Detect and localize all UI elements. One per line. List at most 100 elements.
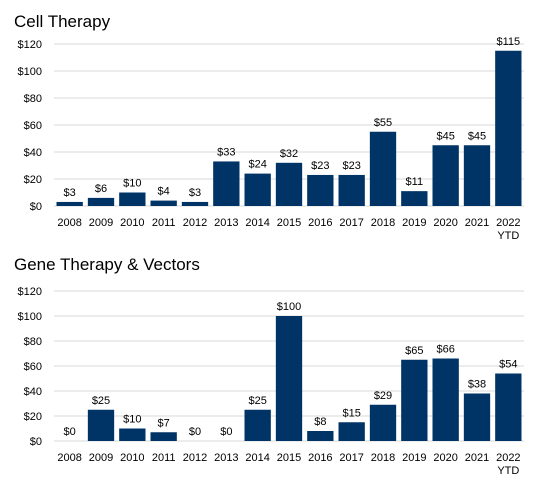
cell-y-tick-label: $80 <box>24 93 42 105</box>
cell-data-label: $45 <box>468 130 486 142</box>
gene-data-label: $65 <box>405 345 423 357</box>
gene-bar <box>275 316 303 441</box>
cell-data-label: $3 <box>64 187 76 199</box>
gene-y-tick-label: $80 <box>24 336 42 348</box>
cell-x-tick-label: YTD <box>497 230 519 240</box>
cell-x-tick-label: 2012 <box>183 217 207 229</box>
gene-y-tick-label: $40 <box>24 386 42 398</box>
cell-data-label: $55 <box>374 117 392 129</box>
cell-bar <box>495 50 522 206</box>
gene-x-tick-label: YTD <box>497 465 519 477</box>
gene-data-label: $100 <box>277 301 301 313</box>
cell-bar <box>401 191 428 206</box>
gene-x-tick-label: 2017 <box>339 452 363 464</box>
gene-x-tick-label: 2019 <box>402 452 426 464</box>
cell-x-tick-label: 2013 <box>214 217 238 229</box>
cell-data-label: $11 <box>406 176 424 188</box>
cell-x-tick-label: 2009 <box>89 217 113 229</box>
cell-bar <box>338 174 365 206</box>
gene-data-label: $0 <box>220 426 232 438</box>
gene-data-label: $38 <box>468 379 486 391</box>
cell-data-label: $23 <box>342 160 360 172</box>
gene-bar <box>150 432 177 441</box>
cell-bar <box>463 145 491 206</box>
gene-data-label: $10 <box>123 414 141 426</box>
cell-data-label: $23 <box>311 160 329 172</box>
cell-bar <box>181 201 209 206</box>
cell-bar <box>432 145 459 206</box>
cell-x-tick-label: 2020 <box>433 217 457 229</box>
gene-data-label: $29 <box>374 390 392 402</box>
gene-therapy-title: Gene Therapy & Vectors <box>14 255 200 274</box>
gene-x-tick-label: 2012 <box>183 452 207 464</box>
gene-bar <box>463 393 491 441</box>
cell-therapy-chart: Cell Therapy $0 $20 $40 $60 $80 $100 $120 $3 200… <box>0 0 539 240</box>
cell-data-label: $6 <box>95 183 107 195</box>
cell-bar <box>119 192 146 206</box>
cell-y-tick-label: $60 <box>24 120 42 132</box>
cell-x-tick-label: 2017 <box>339 217 363 229</box>
cell-bar <box>56 201 83 206</box>
gene-bar <box>369 404 397 441</box>
gene-bar <box>495 373 522 441</box>
cell-y-tick-label: $100 <box>18 66 42 78</box>
gene-y-tick-label: $0 <box>30 436 42 448</box>
cell-x-tick-label: 2011 <box>152 217 176 229</box>
gene-data-label: $25 <box>248 395 266 407</box>
cell-bar <box>275 162 303 206</box>
gene-x-tick-label: 2010 <box>120 452 144 464</box>
cell-data-label: $45 <box>436 130 454 142</box>
cell-x-tick-label: 2018 <box>371 217 395 229</box>
gene-x-tick-label: 2022 <box>496 452 520 464</box>
gene-bar <box>432 358 459 441</box>
cell-data-label: $33 <box>217 146 235 158</box>
gene-data-label: $0 <box>189 426 201 438</box>
gene-x-tick-label: 2011 <box>152 452 176 464</box>
cell-bar <box>369 131 397 206</box>
cell-x-tick-label: 2019 <box>402 217 426 229</box>
gene-x-tick-label: 2016 <box>308 452 332 464</box>
cell-x-tick-label: 2016 <box>308 217 332 229</box>
gene-data-label: $7 <box>158 417 170 429</box>
cell-x-tick-label: 2015 <box>277 217 301 229</box>
cell-bar <box>213 161 240 206</box>
gene-x-tick-label: 2018 <box>371 452 395 464</box>
gene-data-label: $8 <box>314 416 326 428</box>
cell-y-tick-label: $40 <box>24 147 42 159</box>
gene-x-tick-label: 2014 <box>245 452 269 464</box>
cell-y-tick-label: $0 <box>30 201 42 213</box>
gene-y-tick-label: $100 <box>18 311 42 323</box>
gene-bar <box>119 428 146 441</box>
gene-bar <box>401 359 428 441</box>
cell-x-tick-label: 2014 <box>245 217 269 229</box>
gene-y-tick-label: $20 <box>24 411 42 423</box>
gene-data-label: $54 <box>499 359 517 371</box>
gene-y-tick-label: $120 <box>18 286 42 298</box>
cell-bar <box>307 174 334 206</box>
cell-data-label: $115 <box>497 36 521 48</box>
gene-x-tick-label: 2020 <box>433 452 457 464</box>
gene-y-tick-label: $60 <box>24 361 42 373</box>
gene-data-label: $25 <box>92 395 110 407</box>
cell-data-label: $4 <box>158 186 170 198</box>
gene-bar <box>307 431 334 441</box>
cell-x-tick-label: 2021 <box>465 217 489 229</box>
gene-bar <box>244 409 271 441</box>
cell-data-label: $10 <box>123 178 141 190</box>
cell-x-tick-label: 2022 <box>496 217 520 229</box>
gene-bar <box>87 409 115 441</box>
gene-x-tick-label: 2015 <box>277 452 301 464</box>
cell-data-label: $24 <box>248 159 266 171</box>
gene-x-tick-label: 2008 <box>57 452 81 464</box>
cell-y-tick-label: $20 <box>24 174 42 186</box>
gene-therapy-chart: Gene Therapy & Vectors $0 $20 $40 $60 $80 $10… <box>0 246 539 483</box>
cell-data-label: $3 <box>189 187 201 199</box>
cell-bar <box>87 197 115 206</box>
gene-data-label: $15 <box>342 407 360 419</box>
gene-x-tick-label: 2013 <box>214 452 238 464</box>
cell-therapy-plot: $0 $20 $40 $60 $80 $100 $120 $3 2008 $6 2009 $10 201… <box>18 36 524 240</box>
cell-bar <box>150 200 177 206</box>
gene-x-tick-label: 2021 <box>465 452 489 464</box>
cell-y-tick-label: $120 <box>18 39 42 51</box>
gene-therapy-plot: $0 $20 $40 $60 $80 $100 $120 $0 2008 $25 2009 $10 20… <box>18 286 524 477</box>
